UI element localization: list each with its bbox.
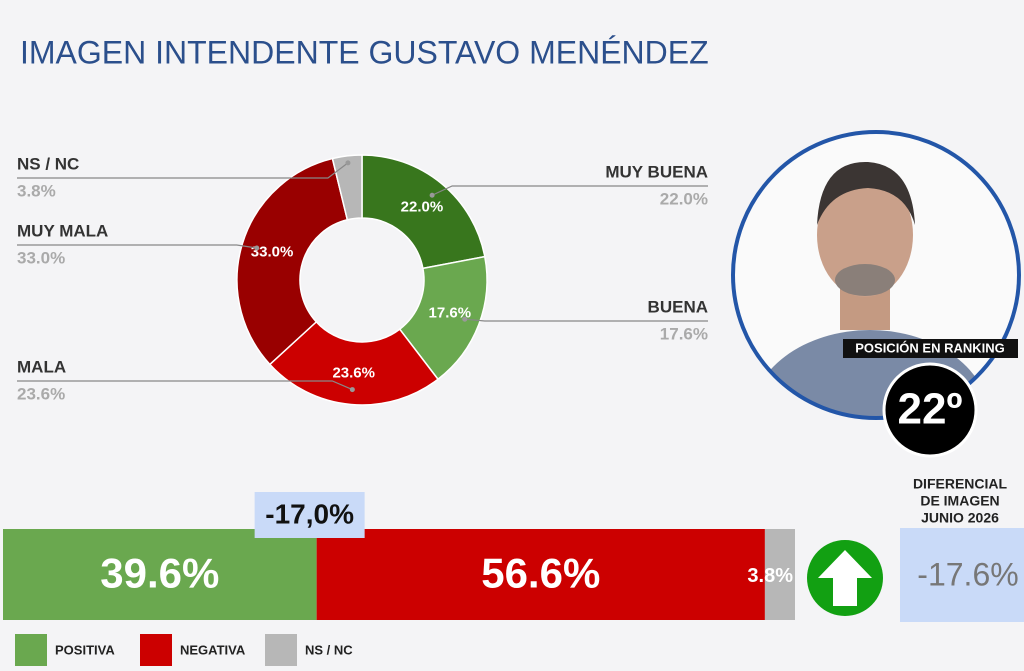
leader-line bbox=[431, 185, 708, 196]
legend-label: NEGATIVA bbox=[180, 642, 246, 657]
category-label: BUENA bbox=[648, 297, 708, 316]
ranking-value: 22º bbox=[897, 385, 962, 434]
slice-label: 22.0% bbox=[401, 199, 444, 216]
ranking-badge bbox=[882, 362, 978, 458]
differential-title: DIFERENCIAL bbox=[913, 476, 1008, 492]
leader-dot bbox=[349, 387, 355, 393]
legend-label: POSITIVA bbox=[55, 642, 115, 657]
ranking-label-bg bbox=[843, 339, 1018, 358]
leader-dot bbox=[254, 245, 260, 251]
bar-label: 56.6% bbox=[481, 550, 600, 597]
leader-dot bbox=[429, 192, 435, 198]
legend-swatch bbox=[140, 634, 172, 666]
legend-swatch bbox=[15, 634, 47, 666]
legend-label: NS / NC bbox=[305, 642, 353, 657]
leader-dot bbox=[345, 160, 351, 166]
bar-label: 3.8% bbox=[747, 565, 793, 587]
donut-slice bbox=[331, 154, 363, 221]
annotation: -17,0% bbox=[265, 498, 354, 529]
category-value: 17.6% bbox=[660, 324, 708, 343]
bar-segment bbox=[316, 529, 765, 620]
leader-line bbox=[17, 244, 257, 249]
bar-segment bbox=[764, 529, 795, 620]
title: IMAGEN INTENDENTE GUSTAVO MENÉNDEZ bbox=[20, 34, 709, 70]
trend-arrow bbox=[807, 540, 883, 616]
leader-line bbox=[17, 380, 353, 391]
differential-title: JUNIO 2026 bbox=[921, 510, 999, 526]
differential-title: DE IMAGEN bbox=[920, 493, 999, 509]
differential-value: -17.6% bbox=[917, 556, 1018, 592]
legend-swatch bbox=[265, 634, 297, 666]
ranking-label: POSICIÓN EN RANKING bbox=[855, 340, 1005, 355]
slice-label: 33.0% bbox=[251, 244, 294, 261]
leader-dot bbox=[462, 316, 468, 322]
category-value: 22.0% bbox=[660, 189, 708, 208]
category-label: MUY BUENA bbox=[605, 162, 708, 181]
category-label: MALA bbox=[17, 357, 66, 376]
donut-slice bbox=[268, 320, 440, 406]
donut-slice bbox=[236, 157, 349, 366]
category-value: 33.0% bbox=[17, 248, 65, 267]
slice-label: 23.6% bbox=[332, 365, 375, 382]
slice-label: 17.6% bbox=[429, 304, 472, 321]
leader-line bbox=[17, 162, 349, 179]
bar-label: 39.6% bbox=[100, 550, 219, 597]
bar-segment bbox=[3, 529, 317, 620]
annotation-box bbox=[254, 492, 365, 538]
category-label: MUY MALA bbox=[17, 221, 108, 240]
donut-slice bbox=[361, 154, 486, 270]
category-value: 23.6% bbox=[17, 384, 65, 403]
leader-line bbox=[464, 318, 708, 322]
differential-box bbox=[900, 528, 1024, 622]
category-label: NS / NC bbox=[17, 154, 79, 173]
category-value: 3.8% bbox=[17, 181, 56, 200]
